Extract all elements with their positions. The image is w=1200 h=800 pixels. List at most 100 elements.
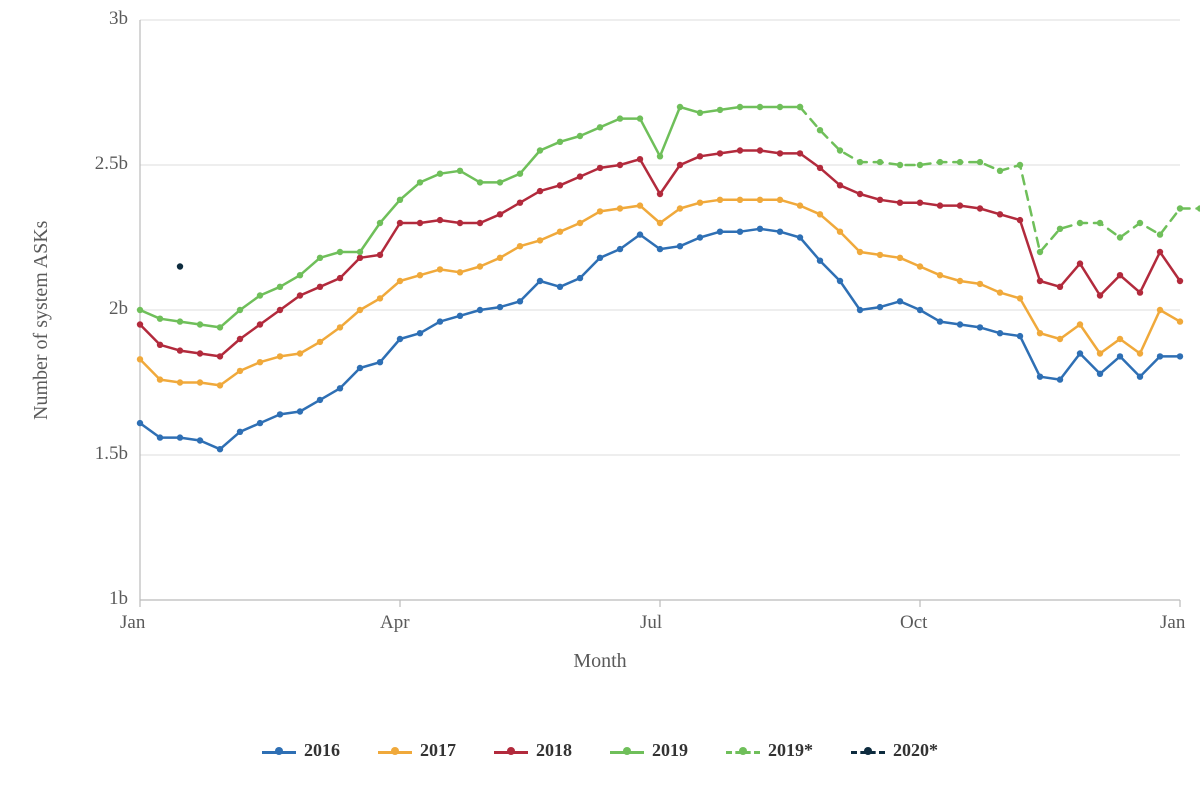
series-marker-2019* <box>997 168 1003 174</box>
series-marker-2019 <box>597 124 603 130</box>
line-chart <box>0 0 1200 800</box>
series-marker-2018 <box>497 211 503 217</box>
series-marker-2018 <box>617 162 623 168</box>
series-marker-2016 <box>1117 353 1123 359</box>
series-marker-2017 <box>497 255 503 261</box>
series-marker-2020* <box>177 263 183 269</box>
series-marker-2016 <box>897 298 903 304</box>
series-marker-2017 <box>1137 350 1143 356</box>
series-marker-2018 <box>717 150 723 156</box>
series-marker-2016 <box>337 385 343 391</box>
series-marker-2019* <box>1077 220 1083 226</box>
series-marker-2018 <box>1077 260 1083 266</box>
legend-swatch <box>610 744 644 758</box>
legend-item-2016: 2016 <box>262 740 340 761</box>
y-tick-label: 3b <box>109 8 128 30</box>
legend-swatch <box>726 744 760 758</box>
series-marker-2019 <box>297 272 303 278</box>
series-marker-2016 <box>277 411 283 417</box>
series-marker-2018 <box>137 321 143 327</box>
series-marker-2017 <box>1117 336 1123 342</box>
series-marker-2019* <box>797 104 803 110</box>
series-marker-2017 <box>857 249 863 255</box>
series-marker-2018 <box>1037 278 1043 284</box>
series-marker-2016 <box>737 229 743 235</box>
series-marker-2018 <box>937 202 943 208</box>
series-marker-2017 <box>897 255 903 261</box>
legend-item-2019: 2019 <box>610 740 688 761</box>
series-marker-2017 <box>1097 350 1103 356</box>
series-marker-2018 <box>657 191 663 197</box>
series-marker-2019 <box>497 179 503 185</box>
legend-item-2018: 2018 <box>494 740 572 761</box>
series-marker-2019 <box>777 104 783 110</box>
series-marker-2016 <box>757 226 763 232</box>
series-marker-2019 <box>437 171 443 177</box>
series-line-2019 <box>140 107 800 327</box>
series-marker-2018 <box>737 147 743 153</box>
series-marker-2016 <box>917 307 923 313</box>
x-tick-label: Jan <box>1160 612 1185 634</box>
series-marker-2018 <box>277 307 283 313</box>
series-marker-2016 <box>977 324 983 330</box>
series-marker-2019 <box>757 104 763 110</box>
x-tick-label: Oct <box>900 612 927 634</box>
series-marker-2018 <box>557 182 563 188</box>
series-marker-2016 <box>297 408 303 414</box>
series-marker-2019 <box>557 139 563 145</box>
series-marker-2017 <box>757 197 763 203</box>
x-axis-label: Month <box>0 650 1200 673</box>
series-marker-2016 <box>937 318 943 324</box>
legend-label: 2020* <box>893 740 938 761</box>
series-marker-2016 <box>317 397 323 403</box>
series-marker-2018 <box>677 162 683 168</box>
series-marker-2017 <box>977 281 983 287</box>
series-marker-2019 <box>357 249 363 255</box>
series-marker-2018 <box>637 156 643 162</box>
series-marker-2017 <box>217 382 223 388</box>
series-marker-2017 <box>837 229 843 235</box>
series-line-2017 <box>140 200 1180 386</box>
series-marker-2018 <box>1097 292 1103 298</box>
legend-label: 2016 <box>304 740 340 761</box>
series-marker-2016 <box>517 298 523 304</box>
series-marker-2016 <box>837 278 843 284</box>
series-marker-2017 <box>517 243 523 249</box>
series-marker-2016 <box>677 243 683 249</box>
series-marker-2017 <box>997 289 1003 295</box>
series-marker-2016 <box>817 258 823 264</box>
series-marker-2019 <box>277 284 283 290</box>
series-marker-2018 <box>857 191 863 197</box>
series-marker-2018 <box>817 165 823 171</box>
series-marker-2018 <box>237 336 243 342</box>
series-marker-2018 <box>337 275 343 281</box>
series-marker-2019* <box>1137 220 1143 226</box>
series-marker-2016 <box>477 307 483 313</box>
series-marker-2018 <box>537 188 543 194</box>
y-axis-label: Number of system ASKs <box>30 221 53 420</box>
series-marker-2018 <box>837 182 843 188</box>
series-marker-2016 <box>717 229 723 235</box>
series-marker-2018 <box>957 202 963 208</box>
series-marker-2018 <box>797 150 803 156</box>
series-marker-2019 <box>737 104 743 110</box>
series-marker-2017 <box>917 263 923 269</box>
series-marker-2017 <box>317 339 323 345</box>
series-marker-2016 <box>457 313 463 319</box>
series-marker-2019* <box>837 147 843 153</box>
legend-swatch <box>262 744 296 758</box>
series-marker-2018 <box>257 321 263 327</box>
series-marker-2018 <box>157 342 163 348</box>
series-marker-2018 <box>917 200 923 206</box>
y-tick-label: 1b <box>109 588 128 610</box>
series-marker-2017 <box>157 376 163 382</box>
series-marker-2016 <box>1097 371 1103 377</box>
series-marker-2016 <box>697 234 703 240</box>
series-marker-2019* <box>1057 226 1063 232</box>
series-marker-2017 <box>617 205 623 211</box>
series-marker-2018 <box>697 153 703 159</box>
series-marker-2019 <box>417 179 423 185</box>
series-marker-2016 <box>637 231 643 237</box>
series-marker-2019 <box>717 107 723 113</box>
series-marker-2016 <box>797 234 803 240</box>
